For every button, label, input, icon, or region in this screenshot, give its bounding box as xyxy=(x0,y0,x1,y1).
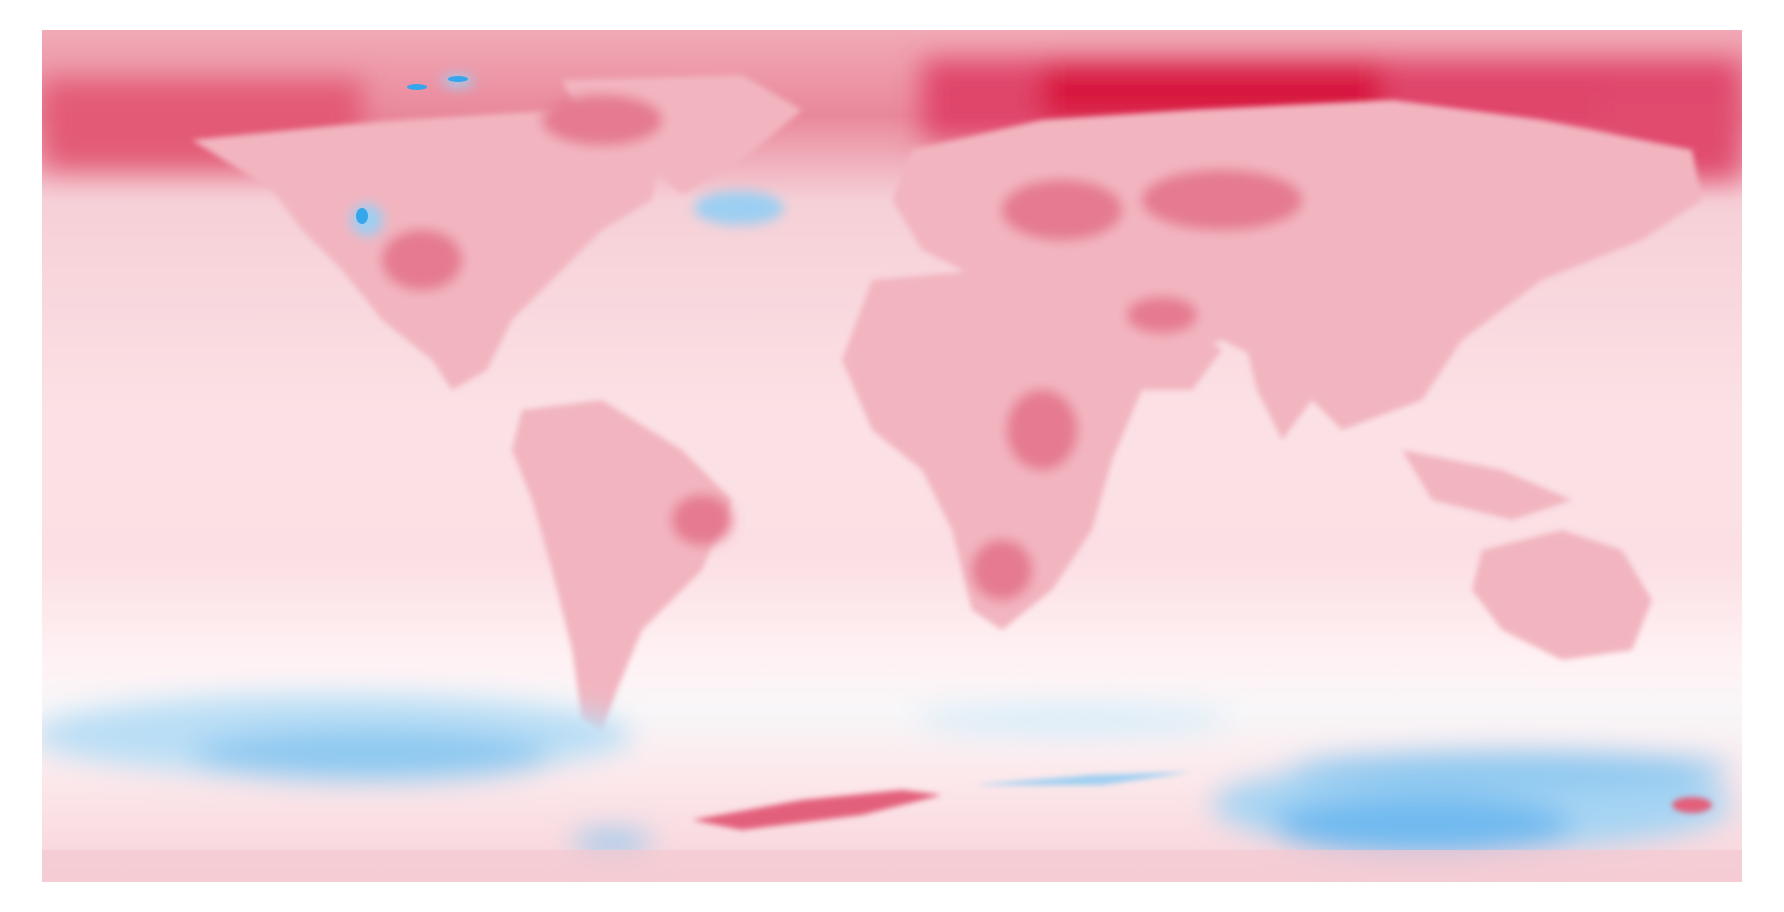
land-hotspots xyxy=(382,95,1302,600)
indian-subcontinent xyxy=(1242,330,1332,440)
antarctic-coast-warm-streak xyxy=(692,772,1712,830)
maritime-southeast-asia xyxy=(1402,450,1572,520)
northern-cool-spots xyxy=(356,76,468,224)
temperature-anomaly-map xyxy=(42,30,1742,882)
map-canvas xyxy=(42,30,1742,882)
eurasia xyxy=(892,100,1702,430)
southern-ocean-cool-band xyxy=(42,695,1732,855)
africa xyxy=(842,270,1142,630)
south-america xyxy=(512,400,732,730)
south-pole-band xyxy=(42,850,1742,882)
australia xyxy=(1472,530,1652,660)
